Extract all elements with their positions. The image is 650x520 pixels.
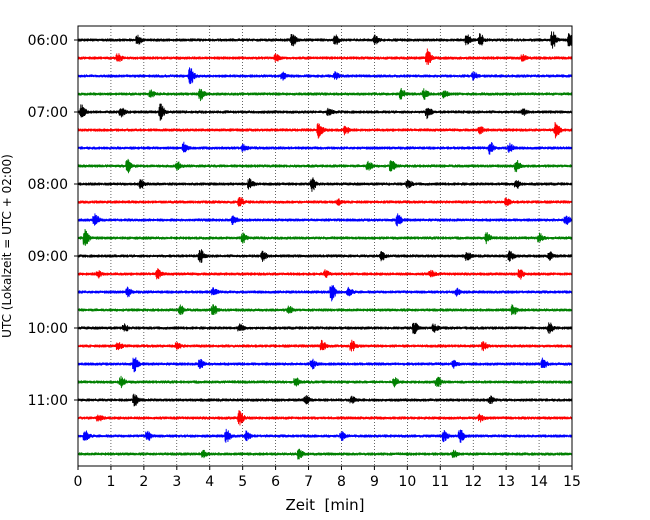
x-axis-ticks: 0 1 2 3 4 5 6 7 8 9 10 11 12 13 14 15 [74, 466, 581, 490]
x-tick-label: 3 [172, 474, 181, 490]
y-tick-label: 09:00 [28, 249, 68, 265]
seismic-trace [77, 410, 573, 426]
x-tick-label: 5 [238, 474, 247, 490]
seismic-trace [77, 428, 573, 443]
seismic-trace [77, 357, 573, 373]
x-tick-label: 0 [74, 474, 83, 490]
vertical-grid-lines [110, 26, 540, 466]
seismic-trace [77, 304, 573, 316]
seismic-trace [77, 228, 573, 246]
x-tick-label: 9 [370, 474, 379, 490]
x-axis-label: Zeit [min] [285, 496, 364, 514]
x-tick-label: 1 [106, 474, 115, 490]
seismic-trace [77, 197, 573, 207]
y-tick-label: 08:00 [28, 177, 68, 193]
y-tick-label: 06:00 [28, 33, 68, 49]
plot-frame [77, 25, 573, 467]
y-axis-label: UTC (Lokalzeit = UTC + 02:00) [0, 154, 14, 338]
x-tick-label: 13 [497, 474, 515, 490]
seismic-trace [77, 141, 573, 155]
seismic-trace [77, 285, 573, 302]
seismic-trace [77, 158, 573, 174]
seismic-trace [77, 103, 573, 121]
seismic-trace [77, 121, 573, 139]
seismic-trace [77, 87, 573, 102]
seismic-trace [77, 213, 573, 227]
seismic-trace [77, 177, 573, 192]
seismic-trace [77, 249, 573, 264]
y-tick-label: 07:00 [28, 105, 68, 121]
seismic-trace [77, 448, 573, 460]
y-tick-label: 10:00 [28, 321, 68, 337]
seismic-trace [77, 393, 573, 407]
x-tick-label: 12 [464, 474, 482, 490]
seismic-trace [77, 339, 573, 352]
x-tick-label: 8 [337, 474, 346, 490]
seismic-trace [77, 67, 573, 85]
y-tick-label: 11:00 [28, 393, 68, 409]
x-tick-label: 7 [304, 474, 313, 490]
y-axis-ticks: 06:00 07:00 08:00 09:00 10:00 11:00 [28, 33, 78, 409]
x-tick-label: 14 [530, 474, 548, 490]
x-tick-label: 15 [563, 474, 581, 490]
seismic-trace [77, 31, 573, 49]
x-tick-label: 4 [205, 474, 214, 490]
x-tick-label: 10 [398, 474, 416, 490]
x-tick-label: 2 [139, 474, 148, 490]
seismic-trace [77, 322, 573, 335]
seismic-trace [77, 268, 573, 280]
x-tick-label: 6 [271, 474, 280, 490]
seismic-trace [77, 375, 573, 389]
seismic-trace [77, 48, 573, 65]
seismic-traces [77, 31, 573, 460]
x-tick-label: 11 [431, 474, 449, 490]
